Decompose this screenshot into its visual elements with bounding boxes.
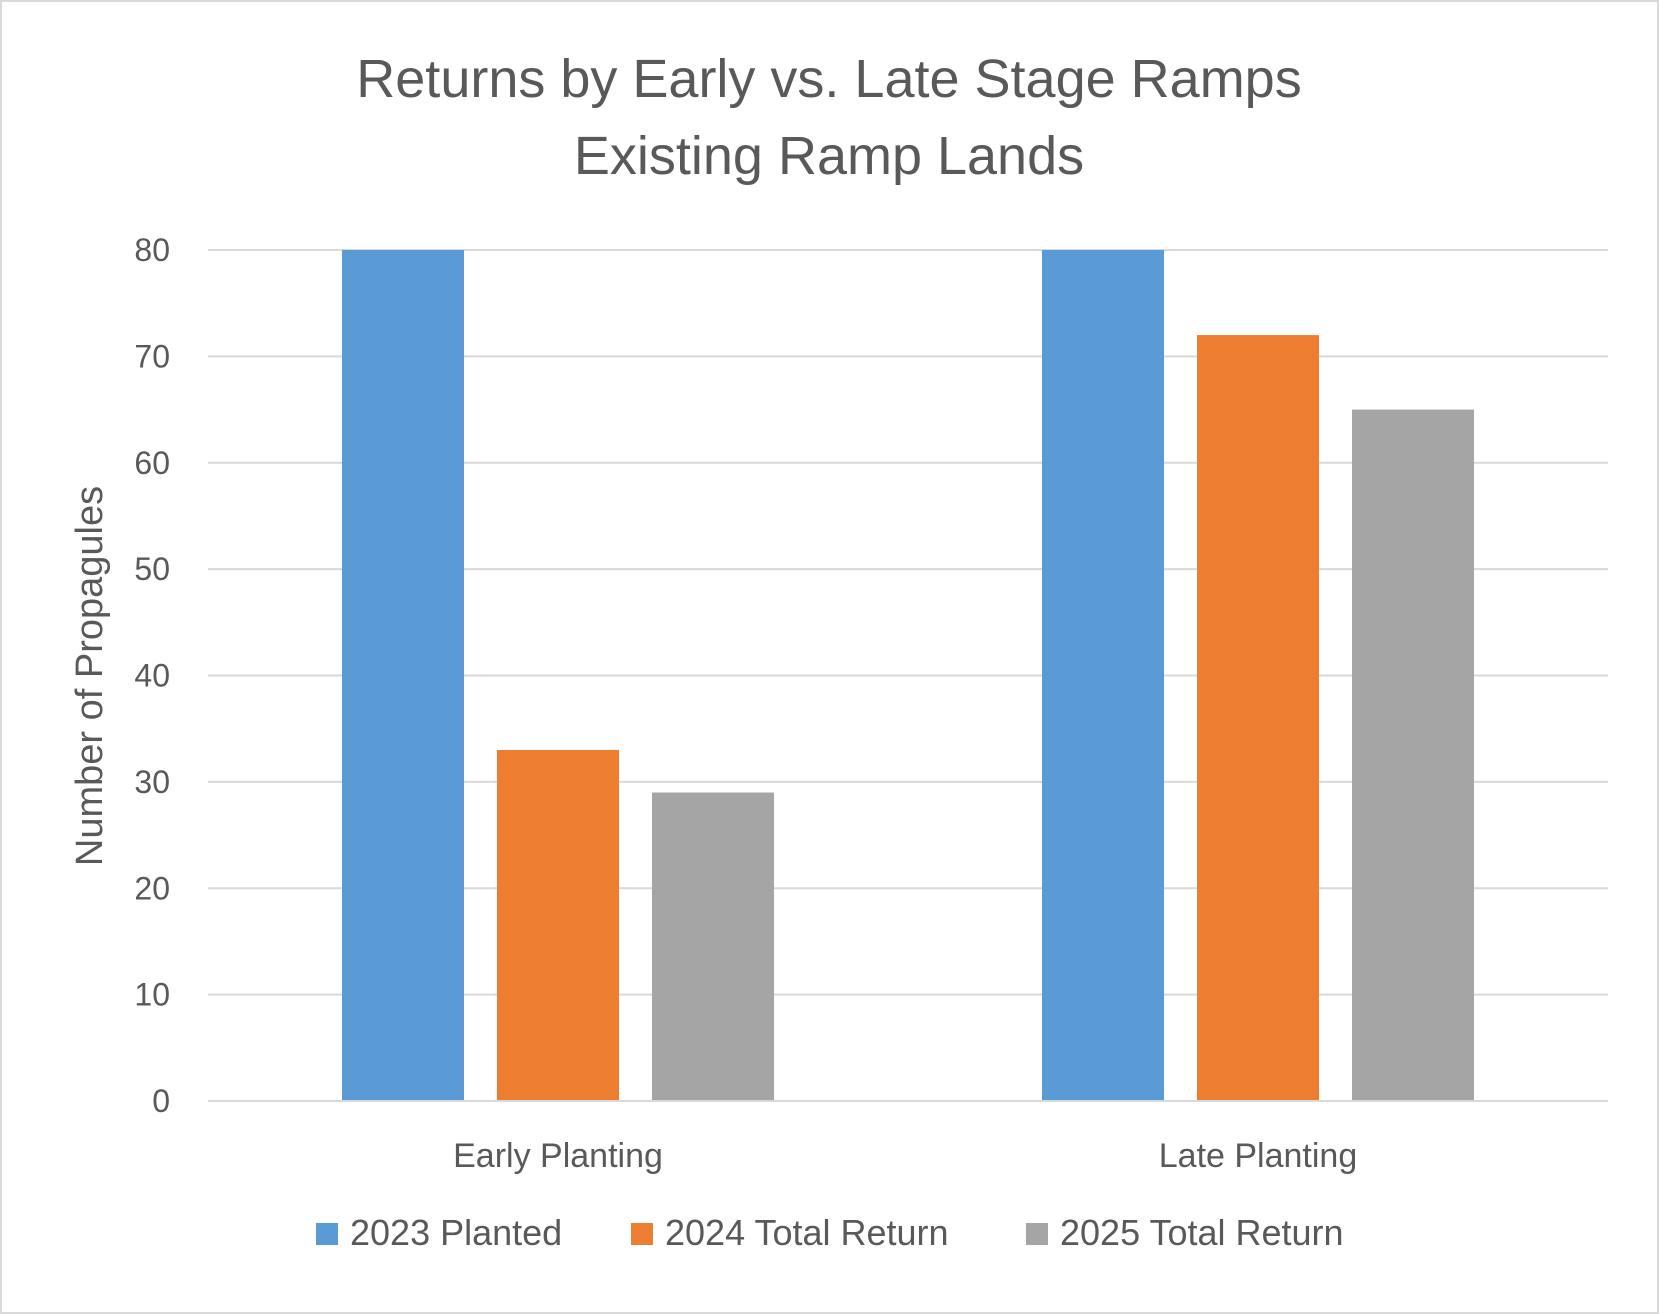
y-tick-label: 30: [134, 764, 170, 800]
chart-title-line-2: Existing Ramp Lands: [574, 126, 1084, 186]
legend-swatch: [316, 1223, 338, 1245]
y-tick-label: 20: [134, 870, 170, 906]
y-tick-label: 60: [134, 445, 170, 481]
legend-label: 2023 Planted: [350, 1212, 562, 1253]
y-tick-label: 10: [134, 977, 170, 1013]
bar-early-planting-2024-total-return: [497, 749, 619, 1101]
legend-label: 2024 Total Return: [665, 1212, 949, 1253]
legend: 2023 Planted 2024 Total Return 2025 Total …: [316, 1212, 1344, 1253]
bar-late-planting-2023-planted: [1042, 250, 1164, 1101]
bar-late-planting-2024-total-return: [1197, 335, 1319, 1102]
legend-swatch: [631, 1223, 653, 1245]
y-axis-label: Number of Propagules: [69, 486, 111, 866]
y-tick-label: 50: [134, 551, 170, 587]
bar-late-planting-2025-total-return: [1352, 409, 1474, 1101]
y-tick-label: 70: [134, 338, 170, 374]
y-tick-label: 80: [134, 232, 170, 268]
y-tick-label: 40: [134, 658, 170, 694]
bar-early-planting-2023-planted: [342, 250, 464, 1101]
y-axis-ticks: 0 10 20 30 40 50 60 70 80: [134, 232, 170, 1119]
y-tick-label: 0: [152, 1083, 170, 1119]
legend-swatch: [1026, 1223, 1048, 1245]
x-axis-categories: Early Planting Late Planting: [453, 1137, 1357, 1175]
x-category-label: Late Planting: [1159, 1137, 1358, 1175]
chart-title-line-1: Returns by Early vs. Late Stage Ramps: [356, 49, 1301, 109]
bars: [208, 250, 1608, 1102]
x-category-label: Early Planting: [453, 1137, 663, 1175]
bar-early-planting-2025-total-return: [652, 792, 774, 1101]
legend-label: 2025 Total Return: [1060, 1212, 1344, 1253]
